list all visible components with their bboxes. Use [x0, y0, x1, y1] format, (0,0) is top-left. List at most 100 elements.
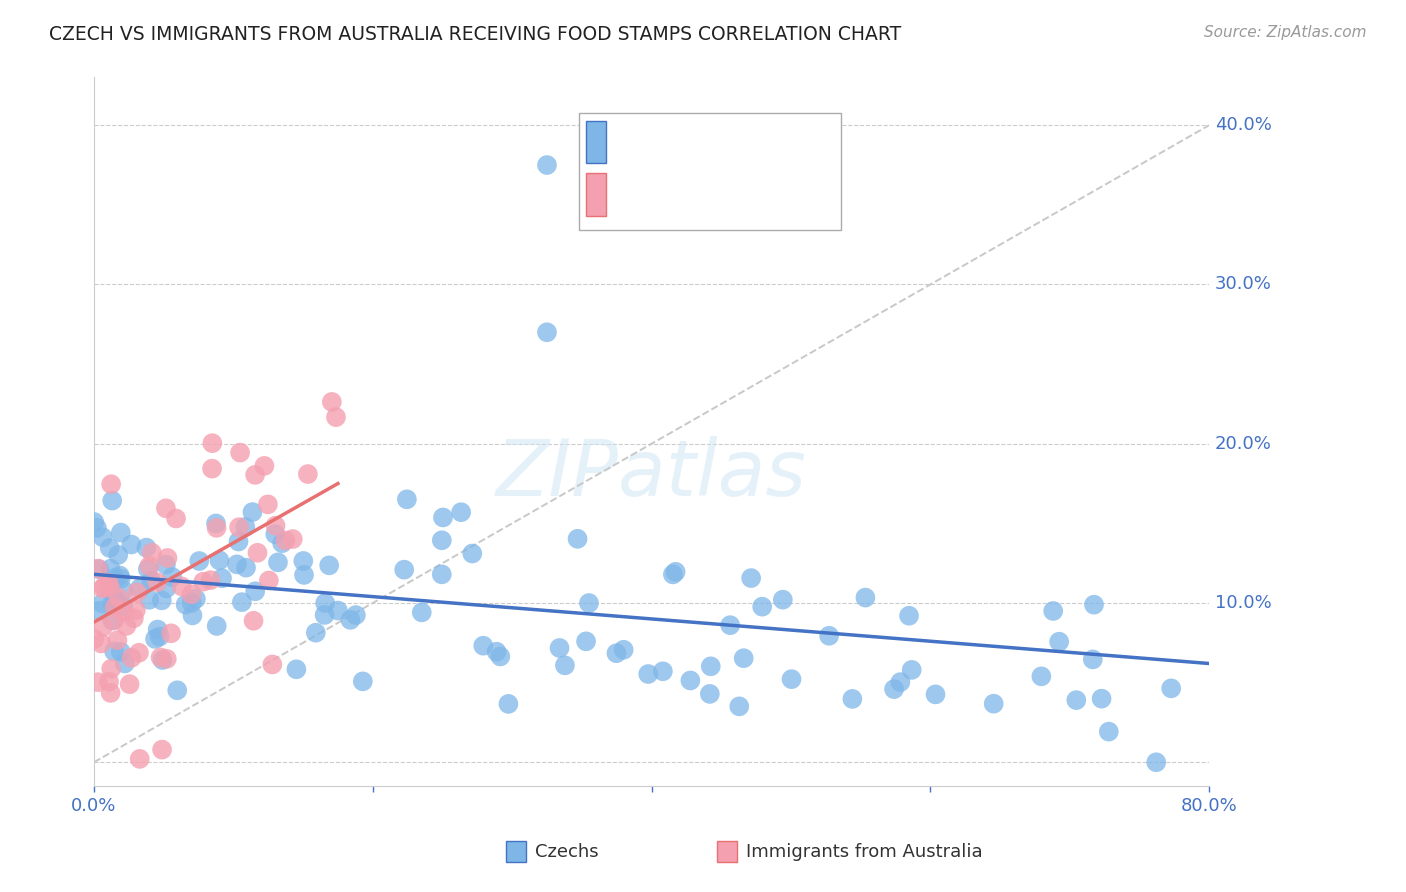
Point: [100, 686, 122, 700]
Point: [112, 583, 135, 598]
Point: [983, 697, 1005, 711]
Point: [112, 605, 135, 619]
Point: [411, 606, 433, 620]
Point: [155, 581, 177, 595]
Point: [271, 536, 294, 550]
Text: Czechs: Czechs: [534, 843, 599, 861]
Point: [718, 618, 741, 632]
Point: [104, 600, 127, 615]
Point: [201, 436, 224, 450]
Point: [780, 672, 803, 686]
Point: [314, 596, 336, 610]
Point: [226, 558, 249, 572]
Text: CZECH VS IMMIGRANTS FROM AUSTRALIA RECEIVING FOOD STAMPS CORRELATION CHART: CZECH VS IMMIGRANTS FROM AUSTRALIA RECEI…: [49, 25, 901, 44]
Text: R =  0.299: R = 0.299: [614, 186, 711, 203]
Point: [150, 742, 173, 756]
Point: [205, 521, 228, 535]
Point: [257, 574, 280, 588]
Point: [103, 644, 125, 658]
Point: [155, 501, 177, 516]
Text: N = 122: N = 122: [731, 134, 806, 152]
Point: [229, 445, 252, 459]
Point: [91, 620, 114, 634]
Point: [125, 585, 148, 599]
Point: [489, 649, 512, 664]
Text: N =  58: N = 58: [731, 186, 800, 203]
Point: [104, 571, 127, 585]
Point: [112, 599, 135, 614]
Point: [166, 683, 188, 698]
Point: [148, 630, 170, 644]
Point: [461, 547, 484, 561]
Point: [292, 554, 315, 568]
Point: [898, 608, 921, 623]
Point: [188, 554, 211, 568]
Text: 30.0%: 30.0%: [1215, 276, 1271, 293]
Point: [267, 555, 290, 569]
Point: [740, 571, 762, 585]
Point: [193, 574, 215, 589]
Point: [170, 579, 193, 593]
Point: [264, 527, 287, 541]
Point: [86, 521, 108, 535]
Point: [253, 458, 276, 473]
Point: [107, 548, 129, 562]
Point: [242, 505, 264, 519]
Point: [93, 580, 115, 594]
Point: [297, 467, 319, 481]
Point: [430, 567, 453, 582]
Point: [900, 663, 922, 677]
Point: [325, 410, 347, 425]
Point: [662, 567, 685, 582]
Point: [274, 533, 297, 548]
Point: [98, 541, 121, 555]
Point: [141, 546, 163, 560]
Point: [156, 652, 179, 666]
Point: [101, 493, 124, 508]
Point: [392, 563, 415, 577]
Point: [339, 613, 361, 627]
Point: [699, 687, 721, 701]
Point: [575, 634, 598, 648]
Point: [605, 646, 627, 660]
Point: [200, 573, 222, 587]
Point: [1047, 634, 1070, 648]
Point: [180, 596, 202, 610]
Point: [165, 511, 187, 525]
Point: [305, 625, 328, 640]
Point: [1098, 724, 1121, 739]
Point: [118, 677, 141, 691]
Point: [205, 516, 228, 531]
Point: [156, 551, 179, 566]
Point: [135, 541, 157, 555]
Point: [87, 562, 110, 576]
Point: [100, 477, 122, 491]
Point: [108, 568, 131, 582]
Text: ZIPatlas: ZIPatlas: [496, 436, 807, 512]
Point: [100, 662, 122, 676]
Point: [235, 560, 257, 574]
Text: Immigrants from Australia: Immigrants from Australia: [745, 843, 983, 861]
Point: [679, 673, 702, 688]
Point: [733, 651, 755, 665]
Text: 20.0%: 20.0%: [1215, 434, 1271, 453]
Point: [91, 530, 114, 544]
Point: [1160, 681, 1182, 696]
Point: [1066, 693, 1088, 707]
Point: [104, 592, 127, 607]
Point: [110, 572, 132, 586]
Point: [121, 650, 143, 665]
Point: [122, 611, 145, 625]
Point: [1042, 604, 1064, 618]
Point: [285, 662, 308, 676]
Point: [184, 591, 207, 606]
Point: [98, 674, 121, 689]
Point: [578, 596, 600, 610]
Text: R = -0.183: R = -0.183: [614, 134, 711, 152]
Point: [97, 575, 120, 590]
Point: [91, 596, 114, 610]
Point: [83, 632, 105, 646]
Point: [205, 619, 228, 633]
Point: [105, 595, 128, 609]
Point: [201, 461, 224, 475]
